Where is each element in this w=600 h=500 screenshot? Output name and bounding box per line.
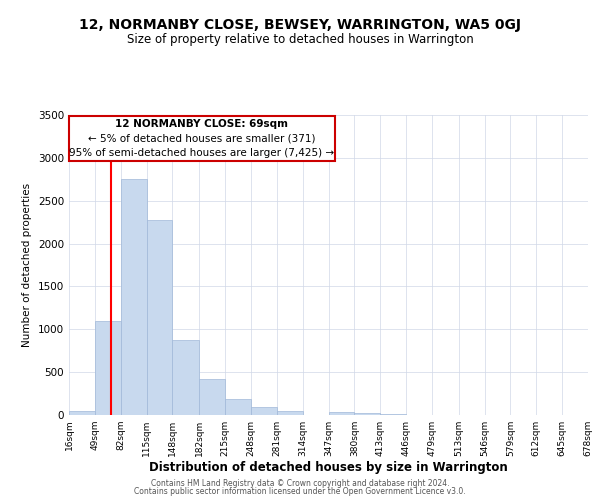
Text: 12 NORMANBY CLOSE: 69sqm: 12 NORMANBY CLOSE: 69sqm xyxy=(115,120,289,130)
Bar xyxy=(199,379,225,415)
Text: Size of property relative to detached houses in Warrington: Size of property relative to detached ho… xyxy=(127,32,473,46)
Bar xyxy=(251,407,277,415)
Bar xyxy=(172,340,199,415)
Bar xyxy=(225,399,251,415)
Bar xyxy=(121,180,146,415)
Text: Contains public sector information licensed under the Open Government Licence v3: Contains public sector information licen… xyxy=(134,487,466,496)
Text: 12, NORMANBY CLOSE, BEWSEY, WARRINGTON, WA5 0GJ: 12, NORMANBY CLOSE, BEWSEY, WARRINGTON, … xyxy=(79,18,521,32)
Bar xyxy=(69,410,95,415)
Text: Distribution of detached houses by size in Warrington: Distribution of detached houses by size … xyxy=(149,461,508,474)
FancyBboxPatch shape xyxy=(69,116,335,162)
Y-axis label: Number of detached properties: Number of detached properties xyxy=(22,183,32,347)
Text: ← 5% of detached houses are smaller (371): ← 5% of detached houses are smaller (371… xyxy=(88,133,316,143)
Bar xyxy=(95,320,121,415)
Bar xyxy=(355,413,380,415)
Text: Contains HM Land Registry data © Crown copyright and database right 2024.: Contains HM Land Registry data © Crown c… xyxy=(151,478,449,488)
Text: 95% of semi-detached houses are larger (7,425) →: 95% of semi-detached houses are larger (… xyxy=(70,148,334,158)
Bar xyxy=(277,411,302,415)
Bar xyxy=(380,414,406,415)
Bar xyxy=(329,412,355,415)
Bar xyxy=(146,220,172,415)
